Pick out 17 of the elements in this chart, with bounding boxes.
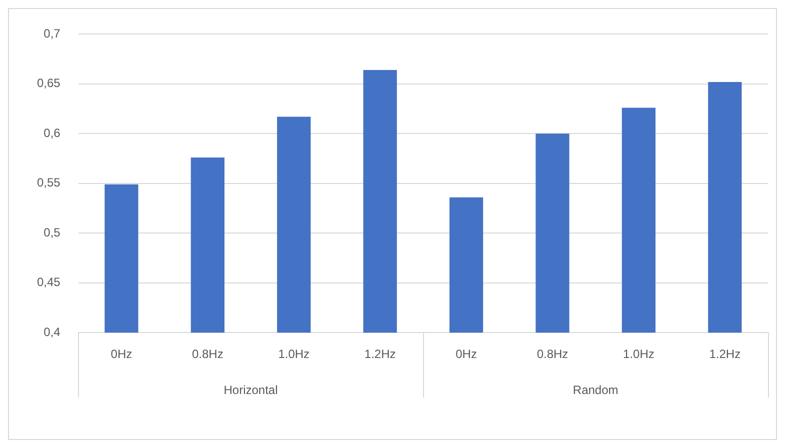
y-tick-label: 0,5 — [44, 225, 61, 240]
text: Horizontal — [224, 382, 278, 397]
y-tick-label: 0,7 — [44, 26, 61, 41]
x-tick-label: 1.0Hz — [278, 347, 310, 362]
text: Random — [572, 382, 618, 397]
y-tick-label: 0,6 — [44, 126, 61, 140]
x-tick-label: 0Hz — [110, 347, 132, 362]
x-tick-label: 0.8Hz — [192, 347, 224, 362]
x-tick-label: 1.0Hz — [623, 347, 654, 362]
x-tick-label: 1.2Hz — [364, 347, 396, 362]
y-tick-label: 0,45 — [36, 275, 61, 290]
x-tick-label: 1.2Hz — [709, 347, 741, 362]
x-tick-label: 0Hz — [456, 347, 477, 362]
y-tick-label: 0,4 — [44, 324, 61, 339]
y-tick-label: 0,65 — [36, 76, 61, 90]
y-tick-label: 0,55 — [36, 176, 61, 190]
x-tick-label: 0.8Hz — [536, 347, 568, 362]
